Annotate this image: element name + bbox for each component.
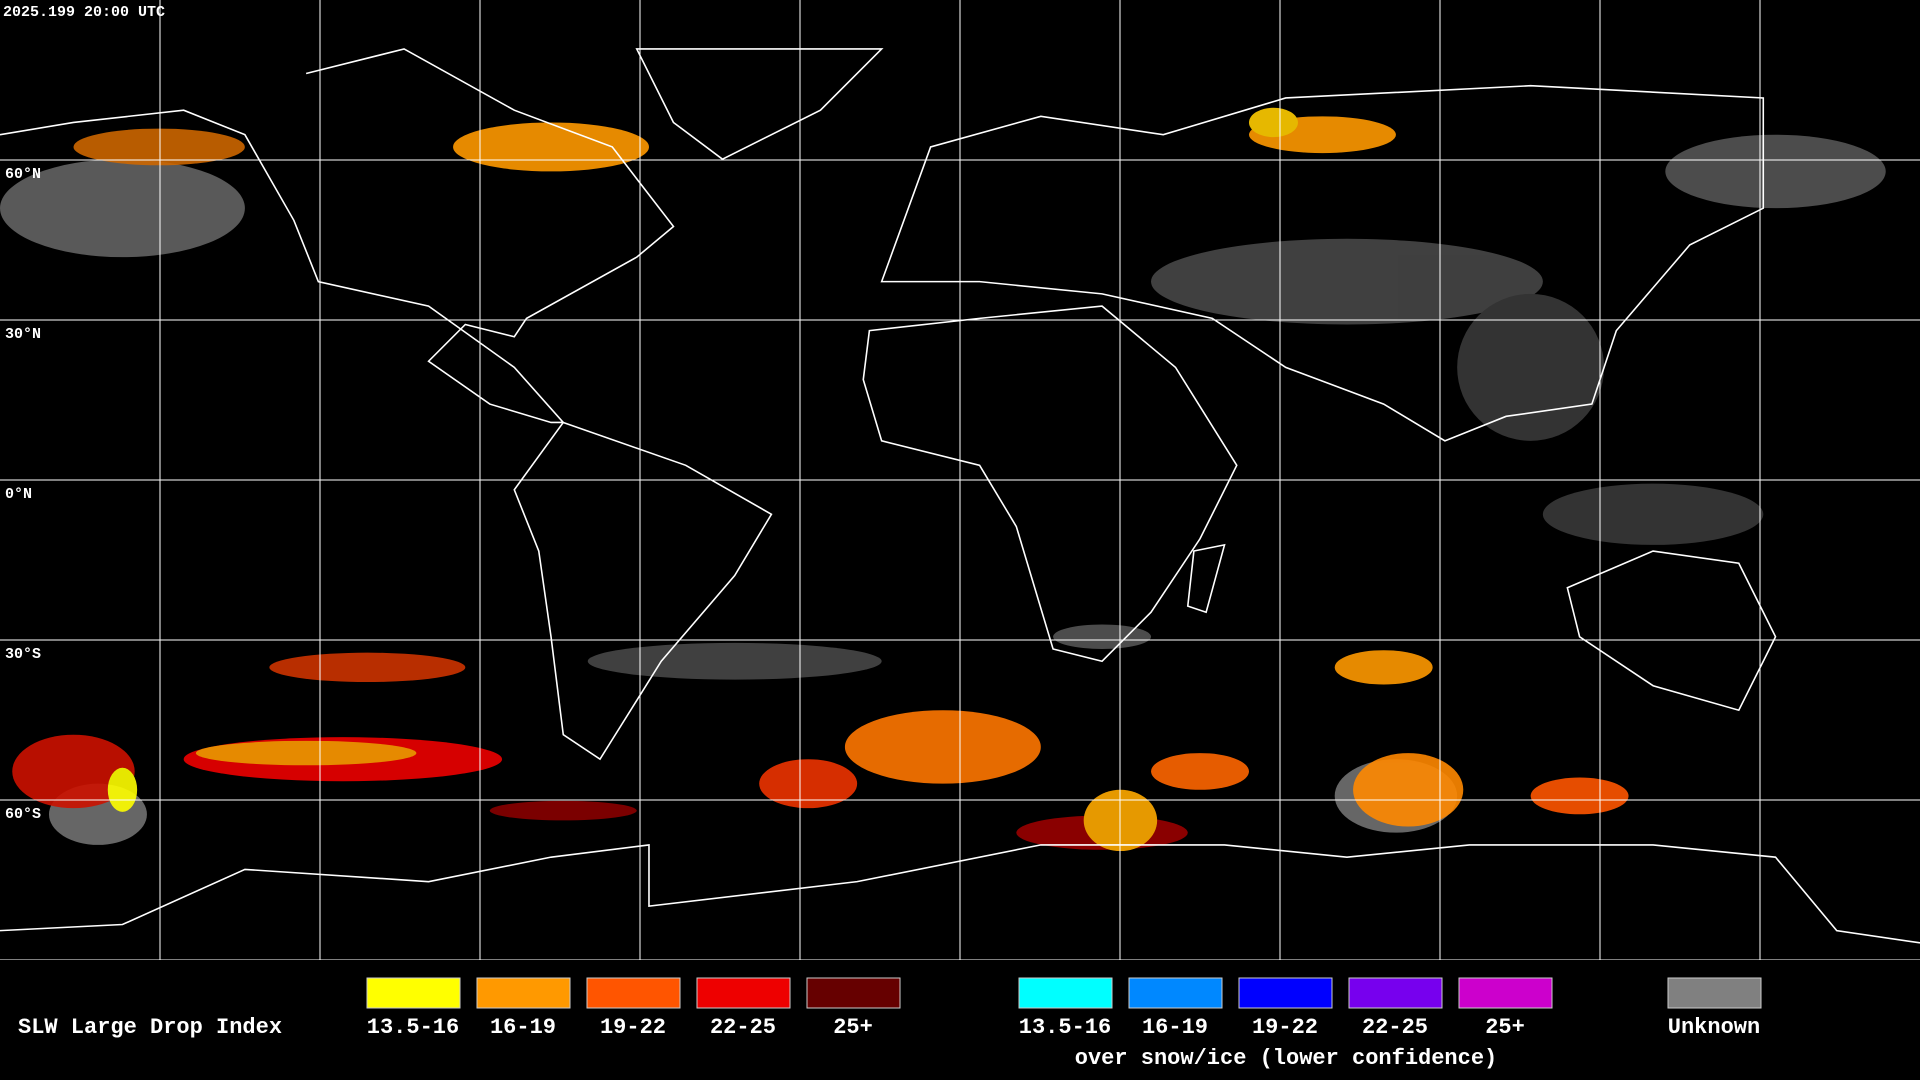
legend-label: 13.5-16 (367, 1015, 459, 1040)
legend-swatch (1458, 977, 1553, 1009)
timestamp: 2025.199 20:00 UTC (3, 4, 165, 21)
legend-label: 25+ (833, 1015, 873, 1040)
map-content (0, 48, 1920, 944)
latitude-label: 0°N (5, 486, 32, 503)
legend-swatch (1348, 977, 1443, 1009)
legend-swatch (476, 977, 571, 1009)
legend-label: 16-19 (490, 1015, 556, 1040)
latitude-label: 30°N (5, 326, 41, 343)
legend-label: 22-25 (1362, 1015, 1428, 1040)
legend-title: SLW Large Drop Index (18, 1015, 282, 1040)
latitude-label: 60°N (5, 166, 41, 183)
legend-label: 16-19 (1142, 1015, 1208, 1040)
legend-swatch (586, 977, 681, 1009)
coastlines (0, 48, 1920, 944)
slw-field (12, 107, 1629, 852)
legend-label: 19-22 (1252, 1015, 1318, 1040)
legend-swatch (366, 977, 461, 1009)
latitude-label: 60°S (5, 806, 41, 823)
legend-label: 25+ (1485, 1015, 1525, 1040)
legend-panel (0, 960, 1920, 1080)
legend-swatch (1238, 977, 1333, 1009)
legend-label: Unknown (1668, 1015, 1760, 1040)
latitude-label: 30°S (5, 646, 41, 663)
legend-swatch (1018, 977, 1113, 1009)
legend-swatch (696, 977, 791, 1009)
legend-swatch (1128, 977, 1223, 1009)
legend-swatch (806, 977, 901, 1009)
legend-swatch (1667, 977, 1762, 1009)
legend-label: 19-22 (600, 1015, 666, 1040)
snow-caption: over snow/ice (lower confidence) (1075, 1046, 1497, 1071)
legend-label: 22-25 (710, 1015, 776, 1040)
legend-label: 13.5-16 (1019, 1015, 1111, 1040)
